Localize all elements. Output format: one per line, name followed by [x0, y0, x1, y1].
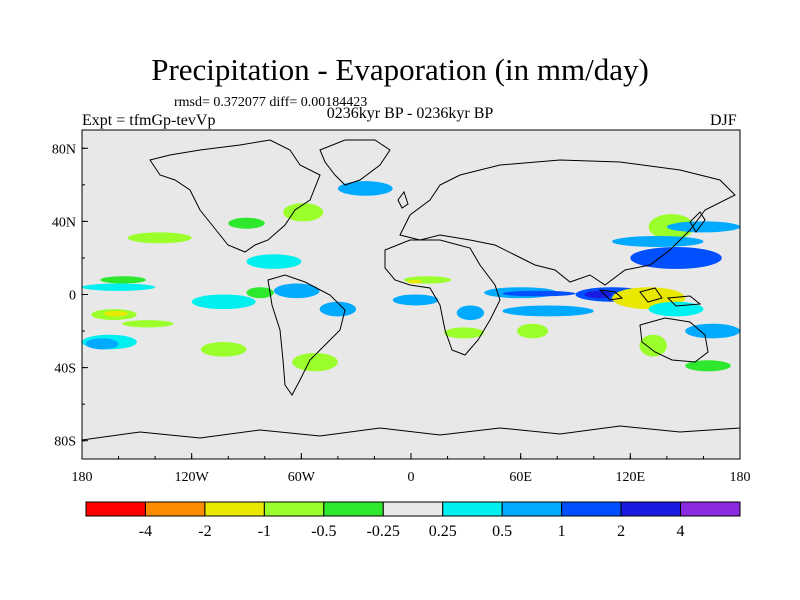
field-region [246, 254, 302, 269]
field-region [666, 221, 740, 233]
x-axis: 180 120W 60W 0 60E 120E 180 [72, 453, 751, 485]
colorbar-label: -0.5 [311, 523, 336, 540]
y-axis: 80N 40N 0 40S 80S [52, 142, 88, 450]
field-region [456, 305, 485, 321]
colorbar-label: -0.25 [367, 523, 400, 540]
field-region [685, 323, 740, 339]
y-tick-label: 80N [52, 142, 76, 157]
x-tick-label: 0 [408, 470, 415, 485]
field-region [283, 203, 324, 222]
experiment-label: Expt = tfmGp-tevVp [82, 112, 216, 129]
x-tick-label: 120W [175, 470, 210, 485]
field-region [103, 310, 128, 317]
colorbar-swatch [85, 501, 146, 517]
colorbar-swatch [144, 501, 206, 517]
field-region [246, 287, 274, 299]
colorbar-label: 0.5 [492, 523, 512, 540]
field-region [407, 279, 422, 284]
field-region [127, 232, 192, 244]
colorbar-label: 1 [558, 523, 566, 540]
field-region [100, 276, 146, 284]
x-tick-label: 120E [616, 470, 646, 485]
field-region [648, 301, 704, 317]
field-region [191, 294, 256, 310]
colorbar-swatch [442, 501, 503, 517]
x-tick-label: 180 [72, 470, 93, 485]
field-region [443, 327, 485, 339]
field-region [517, 323, 549, 339]
y-tick-label: 40N [52, 215, 76, 230]
colorbar-label: -2 [198, 523, 211, 540]
colorbar-label: 0.25 [429, 523, 457, 540]
coastlines [82, 139, 740, 441]
season-label: DJF [710, 112, 737, 129]
colorbar-swatch [382, 501, 444, 517]
field-region [392, 294, 439, 306]
field-region [273, 283, 320, 299]
field-region [319, 301, 357, 317]
colorbar-label: -1 [258, 523, 271, 540]
colorbar-label: -4 [139, 523, 152, 540]
colorbar-swatch [204, 501, 265, 517]
colorbar-label: 2 [617, 523, 625, 540]
field-region [82, 283, 156, 291]
x-tick-label: 60W [288, 470, 316, 485]
colorbar-swatch [323, 501, 384, 517]
colorbar-swatch [263, 501, 325, 517]
y-tick-label: 40S [54, 362, 76, 377]
colorbar: -4 -2 -1 -0.5 -0.25 0.25 0.5 1 2 4 [85, 501, 741, 540]
y-tick-label: 0 [69, 289, 76, 304]
field-regions [82, 181, 740, 372]
field-region [502, 290, 576, 297]
x-tick-label: 60E [509, 470, 532, 485]
colorbar-label: 4 [677, 523, 685, 540]
chart-title: Precipitation - Evaporation (in mm/day) [151, 52, 649, 87]
field-region [228, 217, 265, 229]
colorbar-swatch [620, 501, 682, 517]
field-region [685, 360, 731, 372]
field-region [630, 246, 722, 269]
field-region [292, 352, 338, 372]
field-region [502, 305, 594, 317]
colorbar-swatch [680, 501, 741, 517]
field-region [200, 342, 247, 357]
field-region [337, 181, 393, 196]
field-region [122, 320, 174, 328]
period-subtitle: 0236kyr BP - 0236kyr BP [326, 105, 494, 122]
y-tick-label: 80S [54, 435, 76, 450]
stats-annotation: rmsd= 0.372077 diff= 0.00184423 [174, 95, 368, 110]
x-tick-label: 180 [730, 470, 751, 485]
field-region [584, 290, 613, 299]
field-region [85, 338, 119, 350]
colorbar-swatch [501, 501, 563, 517]
field-region [639, 334, 667, 357]
colorbar-swatch [561, 501, 622, 517]
field-region [612, 236, 704, 247]
